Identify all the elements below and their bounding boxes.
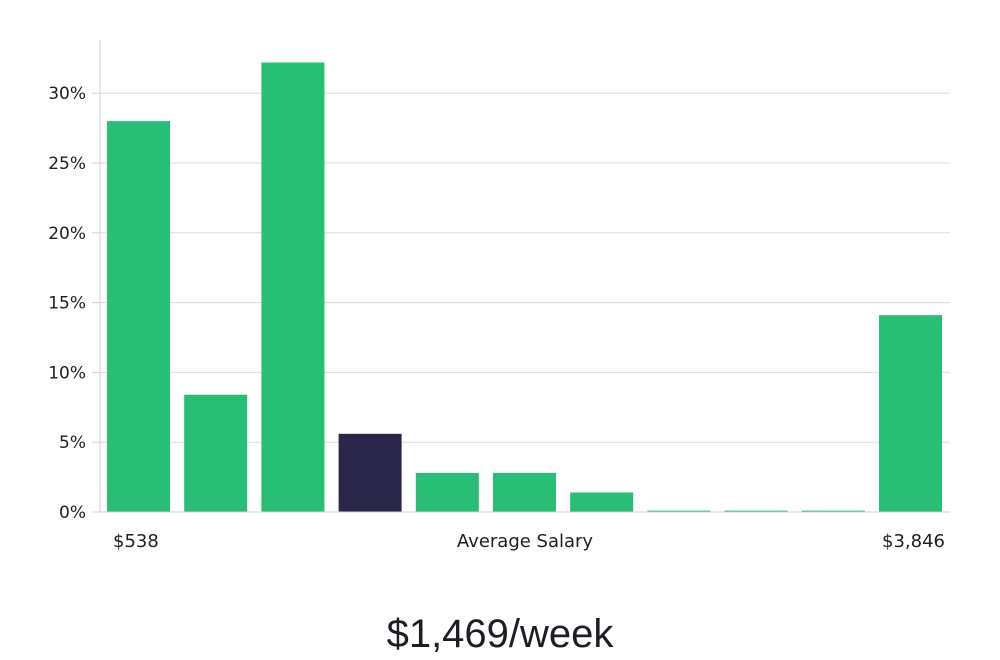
bar bbox=[724, 510, 788, 512]
bar bbox=[801, 510, 865, 512]
average-salary-summary: $1,469/week bbox=[386, 612, 614, 656]
y-tick-label: 5% bbox=[59, 433, 86, 453]
y-tick-label: 20% bbox=[48, 224, 86, 244]
bar bbox=[261, 62, 325, 512]
bar bbox=[879, 315, 942, 512]
y-tick-label: 0% bbox=[59, 503, 86, 523]
salary-histogram-chart: 0% 5% 10% 15% 20% 25% 30% $538 Average Salary $3,… bbox=[48, 40, 950, 552]
axis-labels: 0% 5% 10% 15% 20% 25% 30% $538 Average Salary $3,… bbox=[48, 84, 945, 552]
bar bbox=[184, 394, 248, 512]
x-label-max: $3,846 bbox=[882, 531, 945, 552]
bar bbox=[570, 492, 634, 512]
x-axis-title: Average Salary bbox=[457, 531, 594, 552]
bar bbox=[493, 472, 556, 512]
grid-lines bbox=[100, 92, 950, 443]
bars bbox=[107, 62, 942, 513]
x-label-min: $538 bbox=[113, 531, 159, 552]
bar bbox=[415, 472, 479, 512]
bar bbox=[107, 121, 170, 513]
axes bbox=[92, 40, 950, 513]
bar bbox=[647, 510, 711, 512]
y-tick-label: 10% bbox=[48, 363, 86, 383]
y-tick-label: 25% bbox=[48, 154, 86, 174]
y-tick-label: 30% bbox=[48, 84, 86, 104]
y-tick-label: 15% bbox=[48, 294, 86, 314]
bar-highlighted bbox=[338, 433, 402, 512]
